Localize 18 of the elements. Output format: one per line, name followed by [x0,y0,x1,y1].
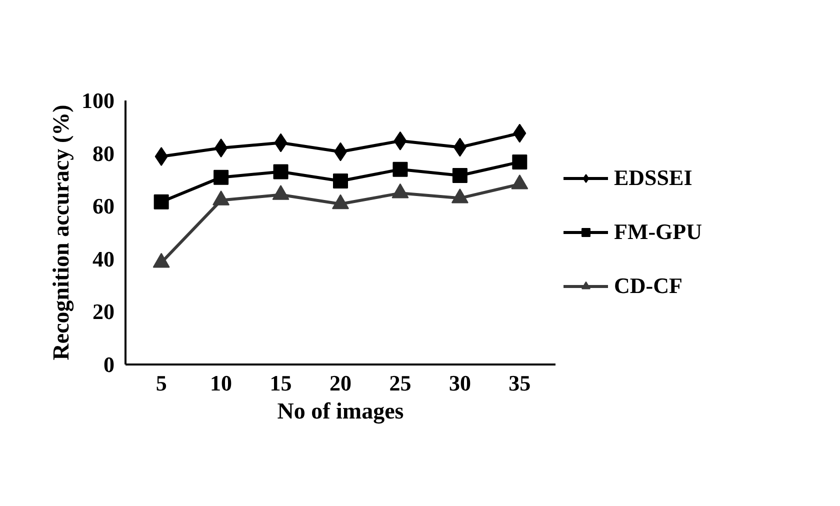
x-tick-label: 30 [448,370,471,396]
x-tick-label: 10 [210,370,232,396]
x-axis-title: No of images [277,398,404,424]
y-tick-label: 60 [92,194,114,219]
x-tick-label: 35 [508,370,531,396]
legend-label: EDSSEI [614,165,692,191]
legend-label: CD-CF [614,273,682,299]
y-tick-label: 80 [92,140,114,166]
x-tick-label: 20 [330,370,352,396]
x-tick-label: 5 [156,370,167,396]
y-tick-label: 20 [92,299,114,324]
y-tick-label: 40 [92,246,114,272]
x-tick-label: 15 [270,370,292,396]
y-tick-label: 0 [104,352,114,377]
x-tick-label: 25 [389,370,412,396]
legend-label: FM-GPU [614,219,702,245]
y-axis-title: Recognition accuracy (%) [48,104,74,360]
y-tick-label: 100 [82,88,114,113]
